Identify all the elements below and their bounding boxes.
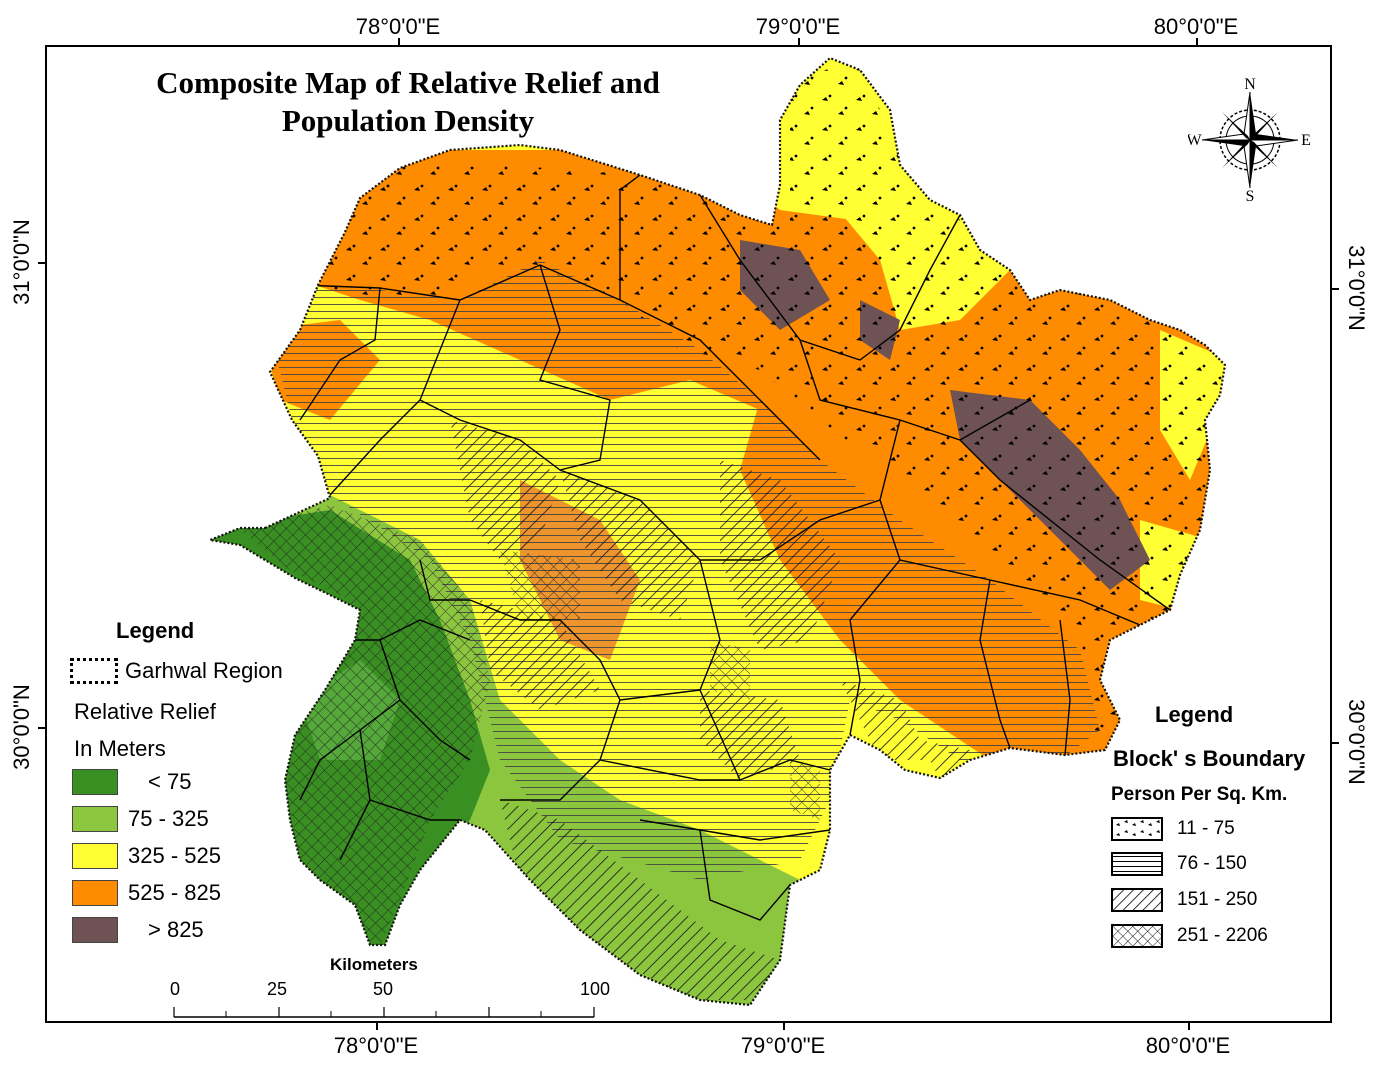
map-title-line-2: Population Density	[281, 103, 535, 138]
coord-right-30: 30°0'0"N	[1344, 699, 1369, 785]
relief-swatch-2	[72, 806, 118, 832]
relief-swatch-3	[72, 843, 118, 869]
relief-label-1: Relative Relief	[74, 699, 216, 724]
density-legend-heading: Legend	[1155, 702, 1234, 727]
relief-class-2: 75 - 325	[72, 806, 209, 832]
legend-garhwal-region: Garhwal Region	[70, 658, 283, 684]
coord-left-30: 30°0'0"N	[9, 684, 34, 770]
tick-top-80	[1196, 38, 1198, 46]
coord-bottom-79: 79°0'0"E	[740, 1033, 826, 1058]
diagonal-pattern-swatch-icon	[1111, 888, 1163, 912]
density-class-2: 76 - 150	[1111, 852, 1247, 876]
density-class-2-label: 76 - 150	[1177, 853, 1247, 874]
compass-n-label: N	[1244, 78, 1256, 93]
coord-top-79: 79°0'0"E	[755, 14, 841, 39]
tick-top-79	[798, 38, 800, 46]
tick-bottom-78	[376, 1022, 378, 1030]
tick-bottom-80	[1188, 1022, 1190, 1030]
scale-tick-50: 50	[373, 979, 394, 999]
density-unit-label: Person Per Sq. Km.	[1111, 784, 1288, 805]
coord-bottom-80: 80°0'0"E	[1145, 1033, 1231, 1058]
density-class-4: 251 - 2206	[1111, 924, 1268, 948]
tick-left-30	[38, 727, 46, 729]
relief-class-4: 525 - 825	[72, 880, 221, 906]
relief-class-3: 325 - 525	[72, 843, 221, 869]
relief-class-4-label: 525 - 825	[128, 880, 221, 905]
tick-left-31	[38, 262, 46, 264]
coord-bottom-78: 78°0'0"E	[333, 1033, 419, 1058]
density-class-3: 151 - 250	[1111, 888, 1257, 912]
relief-class-5-label: > 825	[148, 917, 204, 942]
compass-s-label: S	[1246, 188, 1255, 202]
garhwal-region-swatch	[70, 658, 118, 684]
scale-unit-label: Kilometers	[330, 955, 418, 974]
relief-label-2: In Meters	[74, 736, 166, 761]
coord-left-31: 31°0'0"N	[9, 219, 34, 305]
coord-right-31: 31°0'0"N	[1344, 245, 1369, 331]
compass-e-label: E	[1301, 132, 1311, 149]
density-class-4-label: 251 - 2206	[1177, 925, 1268, 946]
density-class-1-label: 11 - 75	[1177, 818, 1235, 839]
relief-class-2-label: 75 - 325	[128, 806, 209, 831]
relief-class-5: > 825	[72, 917, 204, 943]
tick-right-31	[1331, 288, 1339, 290]
scale-tick-25: 25	[267, 979, 288, 999]
scale-bar: Kilometers 0 25 50 100	[170, 955, 610, 1025]
map-title-line-1: Composite Map of Relative Relief and	[156, 65, 660, 100]
scale-tick-100: 100	[580, 979, 611, 999]
compass-rose-icon: N S E W	[1188, 78, 1311, 202]
tick-top-78	[398, 38, 400, 46]
tick-bottom-79	[783, 1022, 785, 1030]
scale-tick-0: 0	[170, 979, 181, 999]
crosshatch-pattern-swatch-icon	[1111, 924, 1163, 948]
compass-w-label: W	[1188, 132, 1202, 149]
relief-legend-heading: Legend	[116, 618, 195, 643]
relief-class-1-label: < 75	[148, 769, 192, 794]
density-class-1: 11 - 75	[1111, 817, 1235, 841]
scale-bar-ruler	[173, 1007, 595, 1018]
relief-class-3-label: 325 - 525	[128, 843, 221, 868]
tick-right-30	[1331, 742, 1339, 744]
dots-pattern-swatch-icon	[1111, 817, 1163, 841]
relief-class-1: < 75	[72, 769, 191, 795]
garhwal-region-label: Garhwal Region	[125, 658, 283, 683]
relief-swatch-1	[72, 769, 118, 795]
relief-swatch-4	[72, 880, 118, 906]
block-boundary-label: Block' s Boundary	[1113, 746, 1306, 771]
coord-top-80: 80°0'0"E	[1153, 14, 1239, 39]
coord-top-78: 78°0'0"E	[355, 14, 441, 39]
relief-swatch-5	[72, 917, 118, 943]
map-title: Composite Map of Relative Relief and Pop…	[128, 64, 688, 140]
density-class-3-label: 151 - 250	[1177, 889, 1258, 910]
hlines-pattern-swatch-icon	[1111, 852, 1163, 876]
